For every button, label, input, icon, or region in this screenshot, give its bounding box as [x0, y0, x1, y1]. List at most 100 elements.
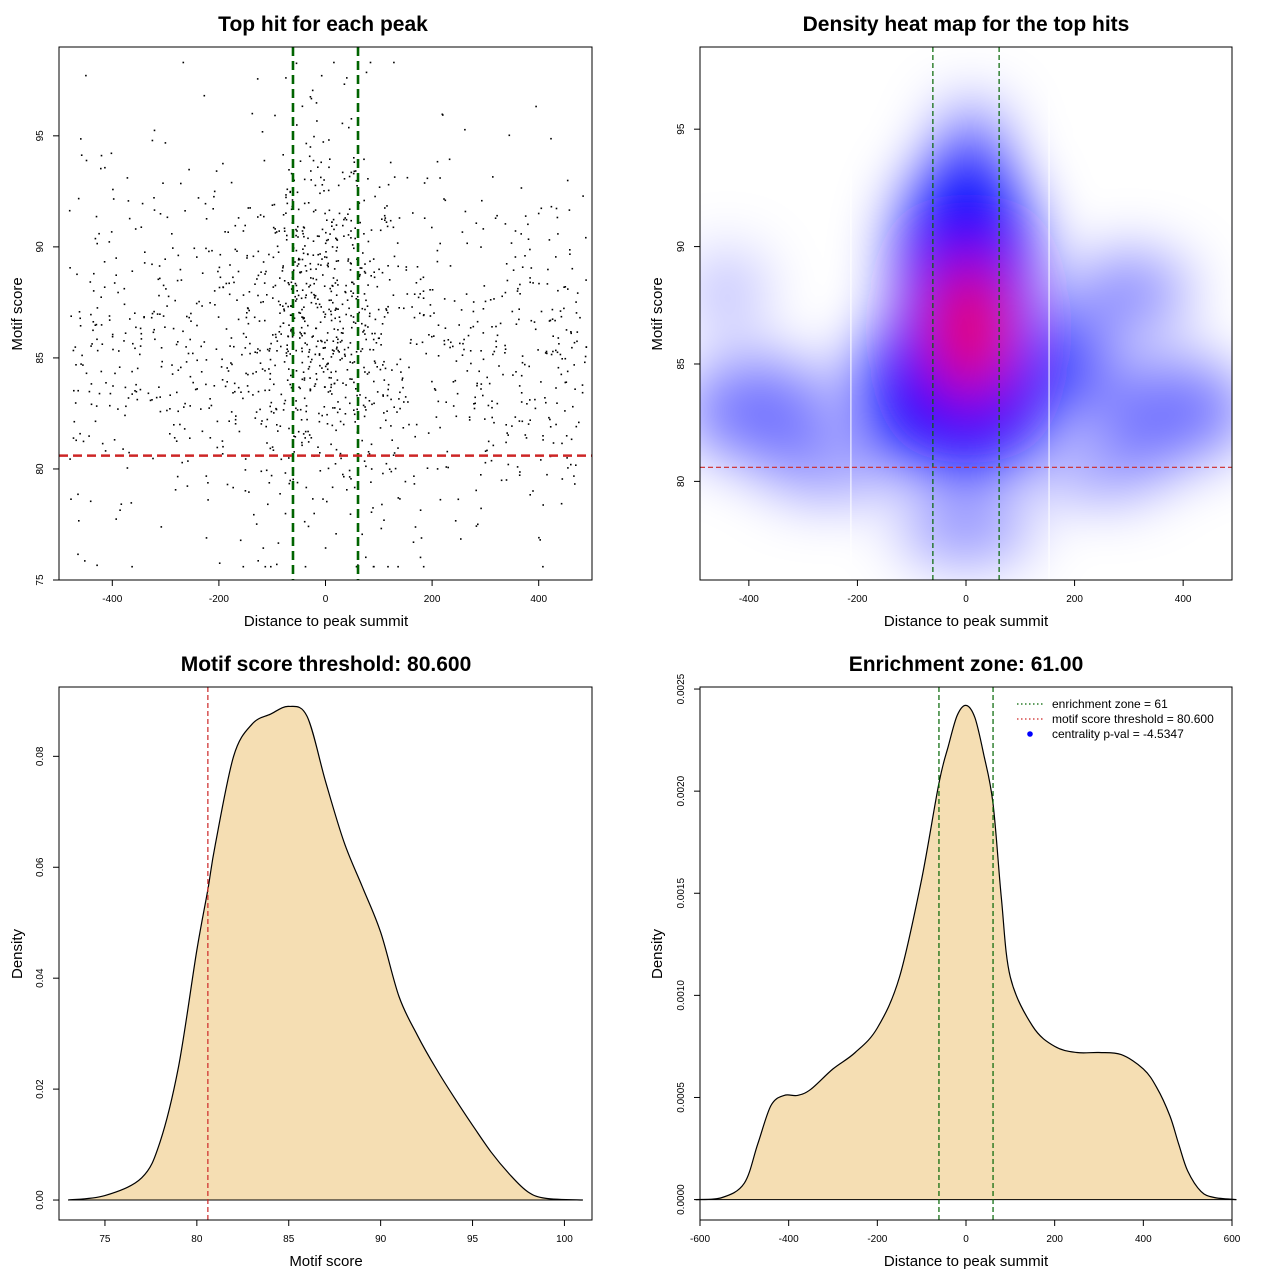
scatter-x-axis: -400 -200 0 200 400 — [102, 580, 547, 605]
scatter-point — [514, 230, 517, 232]
scatter-point — [472, 310, 475, 313]
scatter-point — [348, 126, 350, 129]
score-density-plot-area — [68, 687, 583, 1220]
scatter-point — [439, 242, 441, 245]
scatter-point — [96, 338, 98, 341]
scatter-point — [575, 425, 578, 428]
scatter-point — [346, 489, 348, 491]
scatter-point — [280, 458, 283, 461]
scatter-point — [406, 293, 409, 295]
scatter-point — [187, 352, 190, 355]
scatter-point — [318, 353, 321, 355]
scatter-point — [398, 217, 401, 219]
legend-label-centrality: centrality p-val = -4.5347 — [1052, 727, 1184, 741]
scatter-point — [272, 297, 274, 299]
scatter-point — [221, 440, 224, 442]
scatter-point — [316, 378, 318, 381]
scatter-point — [295, 62, 298, 65]
scatter-point — [327, 262, 329, 265]
scatter-point — [288, 482, 291, 485]
scatter-point — [331, 486, 334, 489]
scatter-point — [257, 348, 259, 350]
scatter-point — [305, 294, 307, 296]
scatter-point — [227, 370, 230, 372]
scatter-point — [498, 365, 500, 367]
scatter-point — [363, 366, 365, 369]
scatter-point — [333, 350, 335, 352]
scatter-point — [350, 171, 353, 174]
scatter-point — [322, 141, 325, 143]
scatter-point — [269, 405, 271, 408]
scatter-point — [493, 298, 495, 300]
scatter-point — [229, 345, 231, 347]
scatter-point — [454, 520, 457, 522]
scatter-point — [286, 344, 288, 346]
scatter-point — [242, 397, 244, 400]
scatter-point — [542, 504, 544, 506]
scatter-point — [373, 380, 375, 383]
scatter-point — [319, 364, 321, 367]
scatter-point — [524, 215, 527, 217]
distance-density-x-tick-label: -400 — [779, 1234, 799, 1245]
scatter-point — [550, 137, 552, 140]
scatter-point — [480, 507, 482, 510]
scatter-point — [212, 208, 214, 210]
scatter-point — [429, 304, 432, 306]
scatter-point — [353, 409, 355, 411]
scatter-point — [270, 565, 272, 568]
scatter-point — [353, 161, 356, 163]
scatter-point — [290, 305, 292, 307]
scatter-point — [228, 293, 231, 296]
scatter-point — [565, 435, 568, 437]
scatter-point — [323, 406, 326, 408]
scatter-point — [333, 268, 336, 270]
scatter-point — [331, 246, 334, 248]
scatter-point — [349, 378, 351, 380]
scatter-point — [365, 409, 367, 411]
scatter-point — [366, 305, 369, 307]
scatter-point — [230, 181, 233, 184]
scatter-point — [205, 359, 208, 361]
scatter-point — [557, 366, 560, 369]
scatter-point — [355, 351, 358, 353]
scatter-point — [408, 366, 410, 369]
scatter-point — [310, 170, 312, 172]
scatter-point — [166, 305, 168, 307]
scatter-point — [325, 231, 327, 234]
scatter-point — [317, 298, 319, 300]
scatter-point — [469, 327, 472, 329]
scatter-point — [367, 326, 369, 328]
scatter-point — [257, 294, 259, 297]
scatter-point — [383, 316, 386, 318]
scatter-point — [344, 413, 347, 415]
scatter-point — [263, 282, 266, 284]
scatter-point — [301, 350, 303, 353]
scatter-point — [208, 250, 210, 253]
scatter-point — [331, 221, 333, 223]
scatter-point — [68, 209, 71, 212]
scatter-point — [372, 338, 375, 341]
scatter-point — [460, 538, 462, 540]
scatter-point — [269, 372, 272, 375]
scatter-point — [274, 284, 277, 287]
density-blob — [765, 440, 896, 499]
scatter-point — [300, 333, 302, 335]
scatter-point — [248, 309, 250, 312]
scatter-point — [215, 348, 218, 350]
scatter-point — [444, 327, 447, 329]
scatter-point — [343, 178, 346, 180]
scatter-point — [74, 346, 77, 348]
scatter-point — [505, 441, 507, 444]
scatter-point — [371, 403, 373, 406]
scatter-point — [96, 242, 98, 245]
scatter-point — [98, 232, 100, 235]
scatter-point — [139, 388, 142, 391]
scatter-point — [422, 290, 425, 292]
scatter-point — [364, 263, 366, 265]
scatter-point — [128, 217, 131, 220]
scatter-point — [464, 128, 466, 131]
scatter-point — [140, 332, 143, 335]
scatter-point — [110, 231, 113, 233]
scatter-point — [265, 425, 267, 428]
